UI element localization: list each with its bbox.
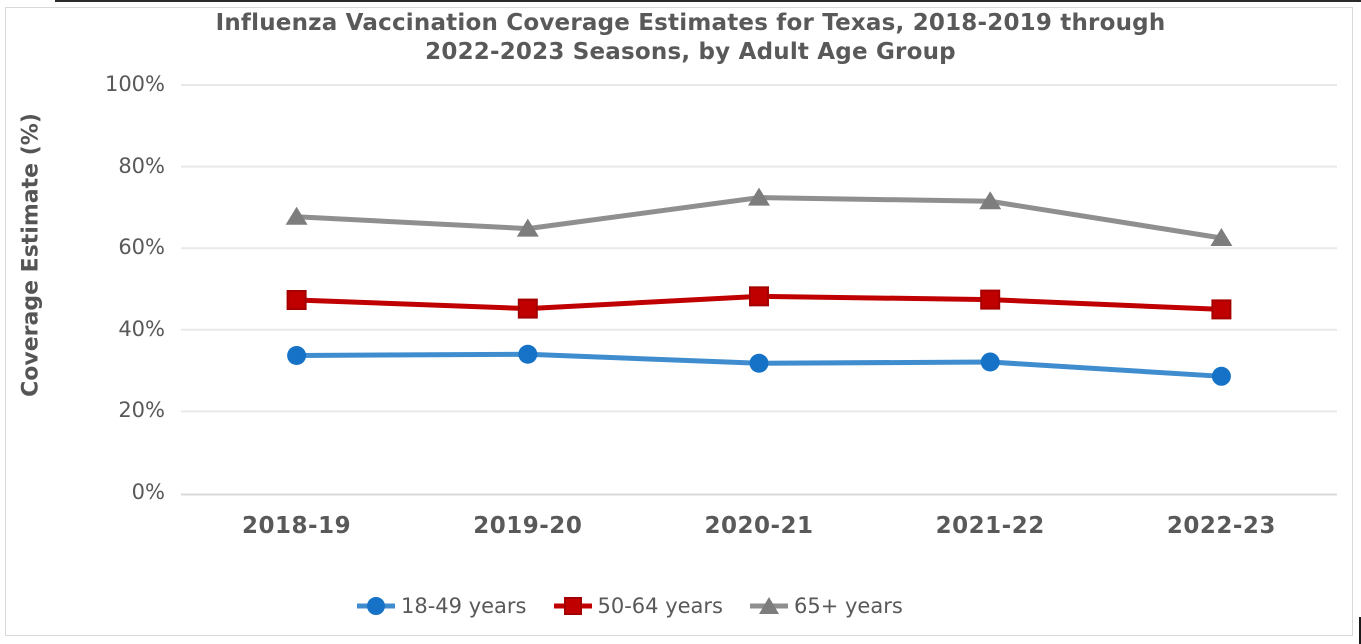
x-label-2020-21: 2020-21 bbox=[704, 513, 814, 539]
legend-triangle-marker-icon bbox=[750, 597, 788, 614]
y-tick-label-40: 40% bbox=[118, 316, 165, 341]
chart-title-line2: 2022-2023 Seasons, by Adult Age Group bbox=[425, 39, 956, 65]
y-tick-label-60: 60% bbox=[118, 235, 165, 260]
series-1-point-3 bbox=[980, 289, 1001, 310]
series-2-point-4 bbox=[1210, 228, 1233, 246]
series-2-point-2 bbox=[748, 187, 770, 206]
legend-label-1: 50-64 years bbox=[597, 594, 724, 618]
series-1-point-2 bbox=[749, 286, 769, 307]
y-tick-label-80: 80% bbox=[118, 153, 165, 178]
series-1-point-4 bbox=[1211, 299, 1232, 320]
x-label-2021-22: 2021-22 bbox=[935, 513, 1045, 539]
legend-item-0: 18-49 years bbox=[356, 593, 527, 619]
y-tick-label-0: 0% bbox=[131, 480, 165, 504]
x-label-2018-19: 2018-19 bbox=[242, 513, 352, 539]
legend-square-marker-icon bbox=[553, 597, 592, 615]
series-0-point-3 bbox=[980, 352, 1000, 372]
y-tick-label-20: 20% bbox=[118, 398, 165, 423]
series-2-point-0 bbox=[285, 206, 308, 225]
legend-item-2: 65+ years bbox=[749, 593, 903, 619]
series-0-point-1 bbox=[518, 344, 538, 364]
y-tick-label-100: 100% bbox=[104, 72, 165, 96]
legend-item-1: 50-64 years bbox=[553, 593, 724, 619]
series-2-point-1 bbox=[516, 218, 539, 237]
x-label-2022-23: 2022-23 bbox=[1166, 513, 1276, 539]
series-1-point-1 bbox=[517, 298, 538, 319]
series-1-point-0 bbox=[286, 290, 307, 311]
chart-title-line1: Influenza Vaccination Coverage Estimates… bbox=[215, 10, 1166, 36]
chart-legend: 18-49 years 50-64 years 65+ years bbox=[356, 593, 903, 619]
series-0-point-2 bbox=[749, 353, 769, 373]
legend-label-0: 18-49 years bbox=[401, 594, 527, 618]
legend-label-2: 65+ years bbox=[794, 594, 903, 618]
chart-title: Influenza Vaccination Coverage Estimates… bbox=[30, 9, 1351, 67]
series-0-point-0 bbox=[287, 346, 307, 366]
window-right-edge bbox=[1359, 617, 1361, 644]
y-axis-title: Coverage Estimate (%) bbox=[18, 113, 44, 397]
series-0-point-4 bbox=[1211, 366, 1231, 386]
legend-circle-marker-icon bbox=[357, 597, 395, 615]
x-label-2019-20: 2019-20 bbox=[473, 513, 583, 539]
chart-frame-border bbox=[5, 7, 1353, 636]
window-top-edge bbox=[55, 0, 1361, 2]
series-2-point-3 bbox=[979, 191, 1002, 210]
